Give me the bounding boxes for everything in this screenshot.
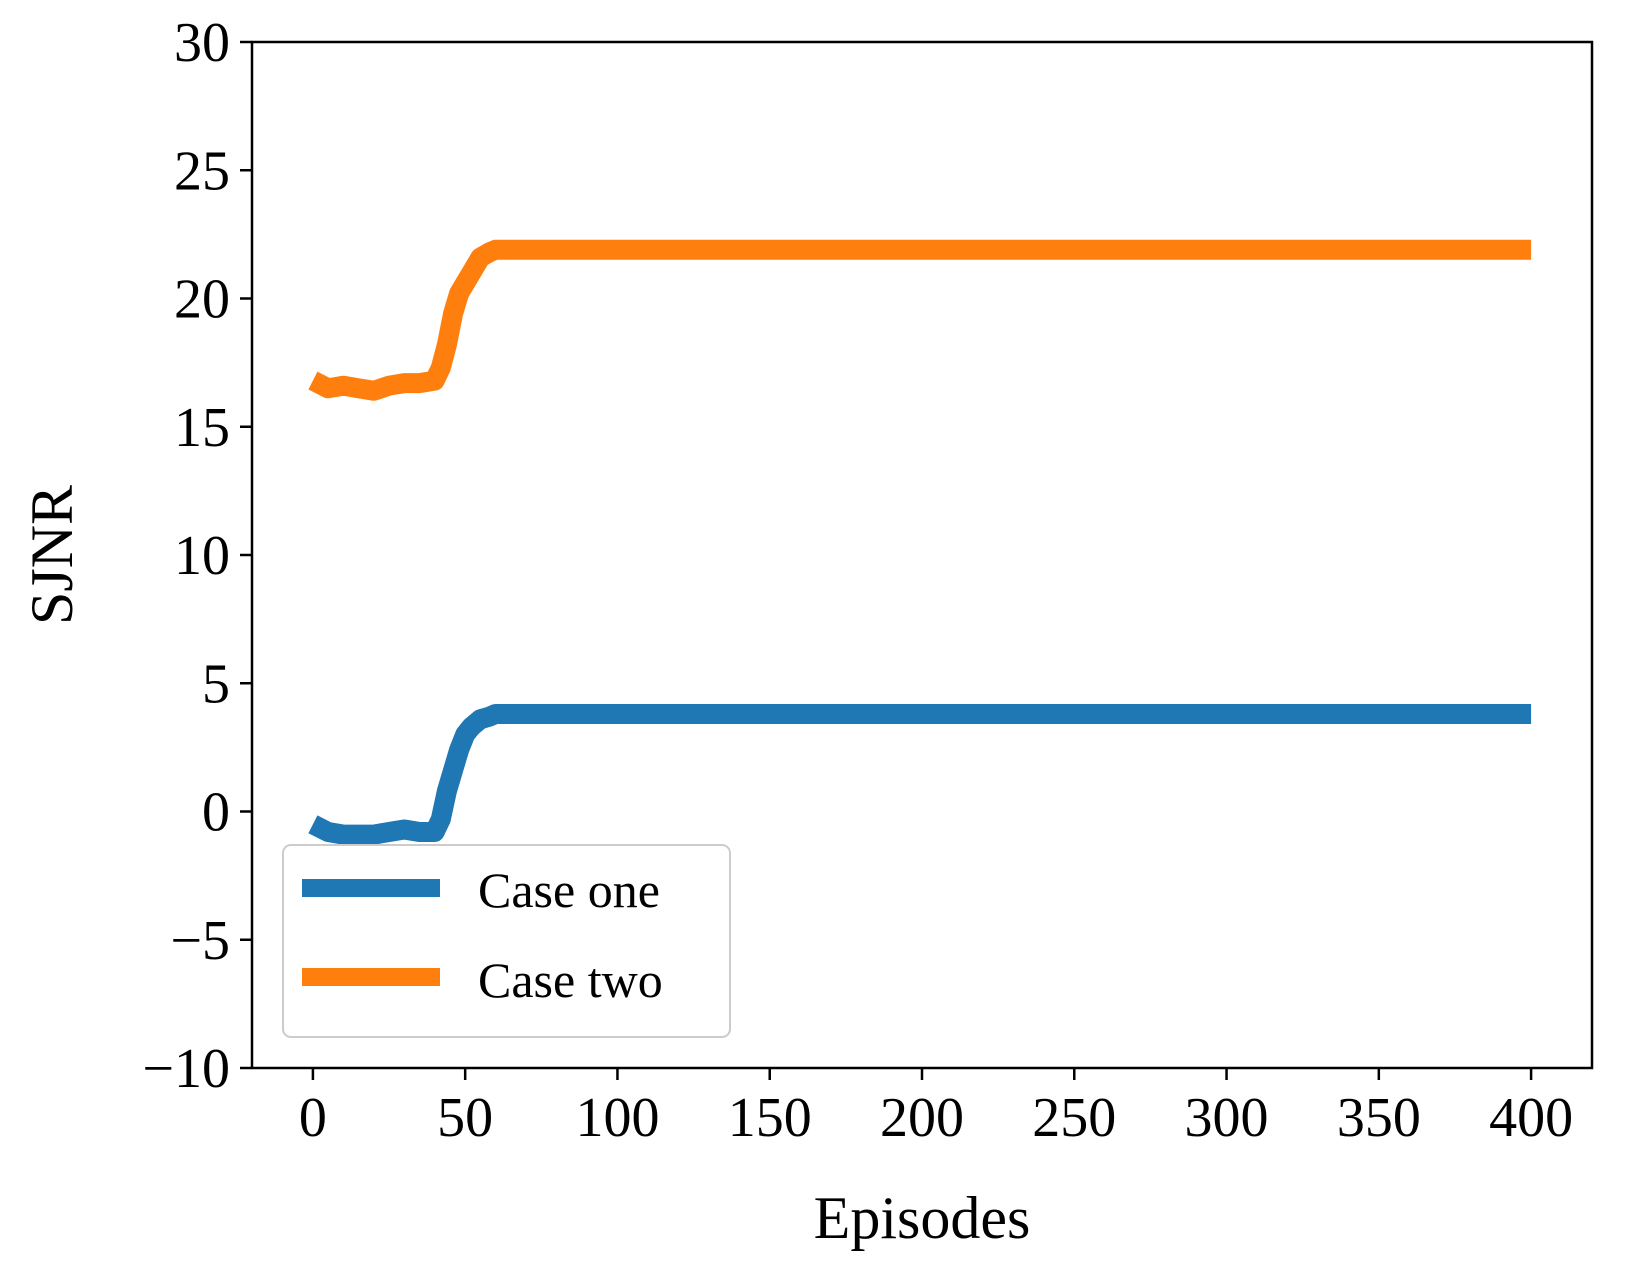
x-tick-label: 300 [1185, 1087, 1269, 1149]
y-axis: −10 −5 0 5 10 15 20 25 30 [142, 12, 252, 1100]
legend-label-case-two: Case two [478, 952, 663, 1008]
x-tick-label: 100 [575, 1087, 659, 1149]
series-line-case-one [308, 704, 1532, 845]
x-tick-label: 0 [299, 1087, 327, 1149]
x-axis: 0 50 100 150 200 250 300 350 400 [299, 1068, 1573, 1149]
y-tick-label: −5 [170, 910, 230, 972]
x-tick-label: 250 [1032, 1087, 1116, 1149]
y-tick-label: 0 [202, 782, 230, 844]
series-line-case-two [308, 239, 1532, 401]
legend-label-case-one: Case one [478, 862, 660, 918]
y-tick-label: 5 [202, 653, 230, 715]
y-tick-label: −10 [142, 1038, 230, 1100]
x-axis-label: Episodes [814, 1185, 1031, 1251]
y-axis-label: SJNR [19, 485, 85, 625]
y-tick-label: 20 [174, 269, 230, 331]
y-tick-label: 10 [174, 525, 230, 587]
x-tick-label: 50 [437, 1087, 493, 1149]
y-tick-label: 30 [174, 12, 230, 74]
x-tick-label: 150 [728, 1087, 812, 1149]
series-layer [308, 239, 1532, 845]
x-tick-label: 200 [880, 1087, 964, 1149]
y-tick-label: 15 [174, 397, 230, 459]
legend: Case one Case two [282, 844, 731, 1038]
x-tick-label: 400 [1489, 1087, 1573, 1149]
y-tick-label: 25 [174, 140, 230, 202]
x-tick-label: 350 [1337, 1087, 1421, 1149]
